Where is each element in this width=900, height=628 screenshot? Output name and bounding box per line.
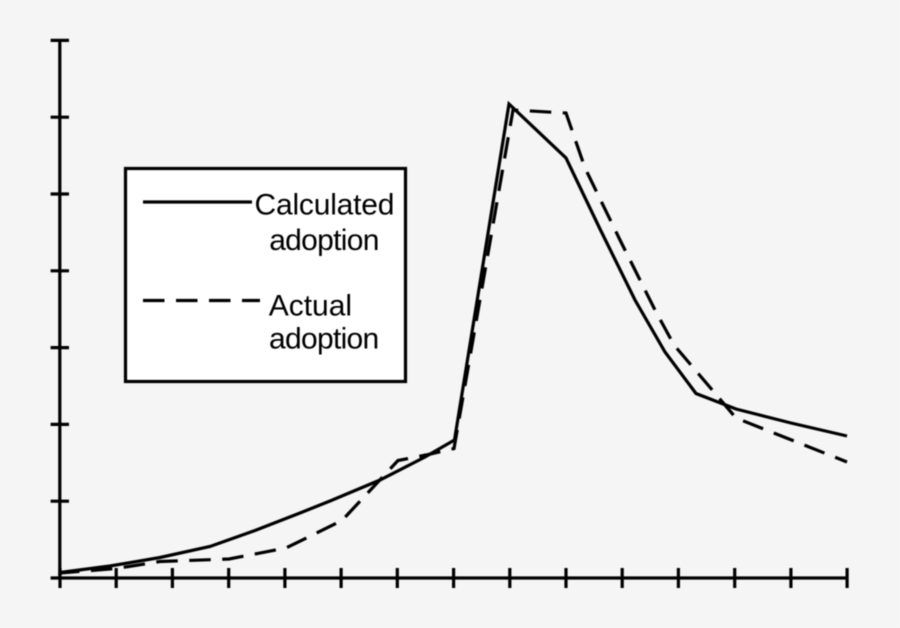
svg-text:adoption: adoption — [269, 323, 379, 356]
svg-text:Actual: Actual — [269, 290, 352, 323]
svg-text:Calculated: Calculated — [255, 189, 395, 222]
svg-text:adoption: adoption — [269, 224, 379, 257]
